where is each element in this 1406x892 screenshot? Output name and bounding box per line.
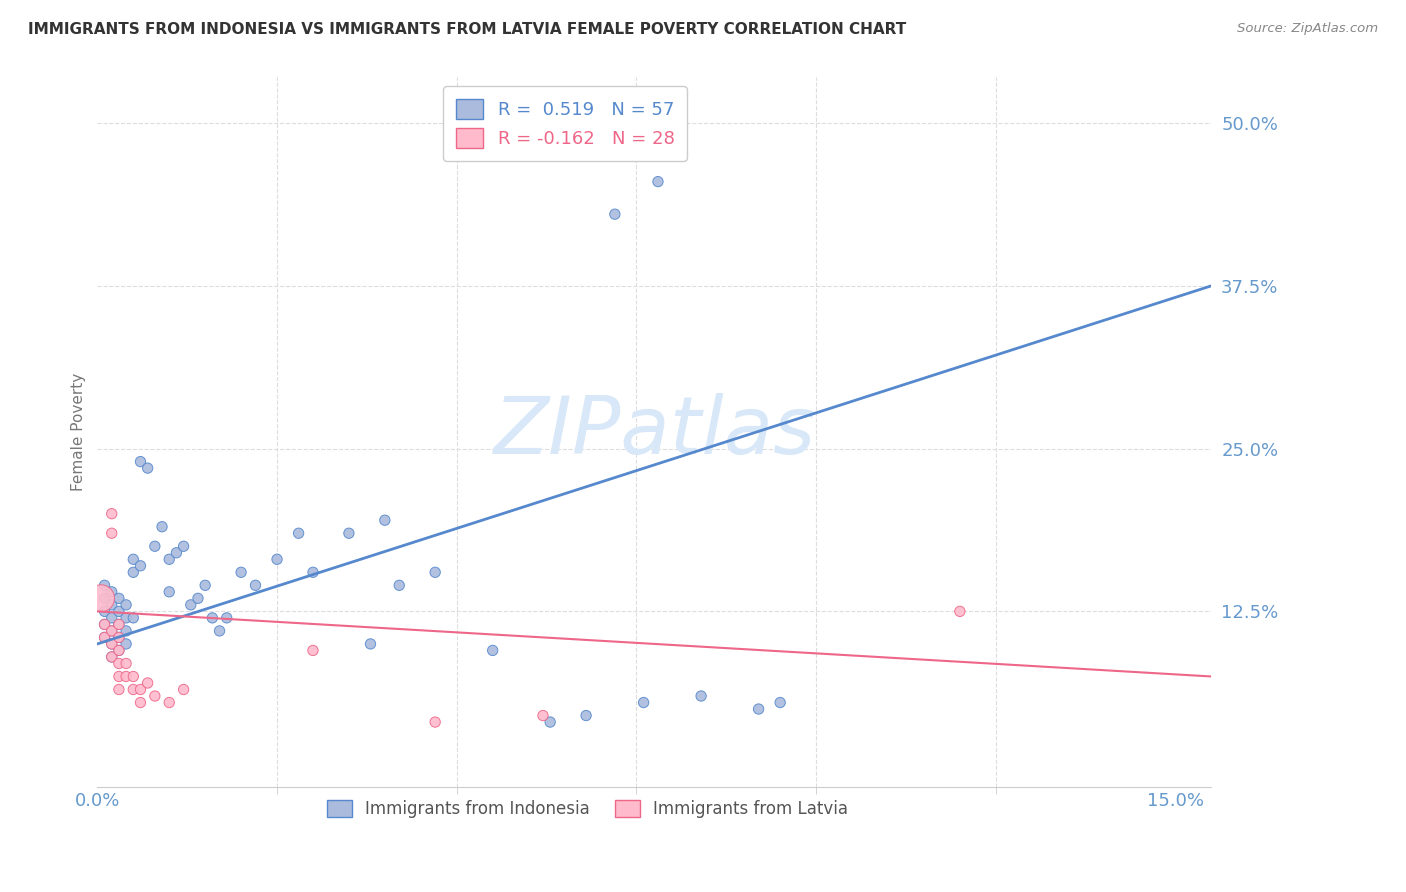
Point: [129, 454, 152, 468]
Point: [374, 513, 396, 527]
Point: [100, 526, 122, 541]
Point: [129, 696, 152, 710]
Point: [143, 689, 166, 703]
Point: [633, 696, 655, 710]
Point: [337, 526, 360, 541]
Point: [287, 526, 309, 541]
Point: [115, 611, 138, 625]
Point: [93, 591, 115, 606]
Point: [173, 682, 195, 697]
Point: [157, 696, 180, 710]
Point: [201, 611, 224, 625]
Point: [136, 676, 159, 690]
Text: ZIPatlas: ZIPatlas: [494, 393, 815, 471]
Point: [122, 669, 145, 683]
Point: [100, 611, 122, 625]
Point: [359, 637, 381, 651]
Text: Source: ZipAtlas.com: Source: ZipAtlas.com: [1237, 22, 1378, 36]
Point: [690, 689, 713, 703]
Point: [108, 643, 131, 657]
Point: [302, 566, 325, 580]
Point: [136, 461, 159, 475]
Point: [575, 708, 598, 723]
Point: [302, 643, 325, 657]
Point: [122, 682, 145, 697]
Point: [165, 546, 187, 560]
Point: [208, 624, 231, 638]
Point: [215, 611, 238, 625]
Point: [100, 584, 122, 599]
Point: [108, 617, 131, 632]
Point: [108, 657, 131, 671]
Point: [115, 637, 138, 651]
Point: [115, 624, 138, 638]
Point: [100, 649, 122, 664]
Point: [187, 591, 209, 606]
Point: [108, 643, 131, 657]
Point: [108, 682, 131, 697]
Point: [122, 566, 145, 580]
Point: [949, 604, 972, 618]
Point: [481, 643, 503, 657]
Point: [93, 604, 115, 618]
Point: [93, 578, 115, 592]
Point: [425, 566, 447, 580]
Point: [90, 591, 112, 606]
Point: [538, 714, 561, 729]
Point: [108, 604, 131, 618]
Point: [769, 696, 792, 710]
Point: [108, 631, 131, 645]
Point: [108, 617, 131, 632]
Point: [150, 519, 173, 533]
Point: [93, 617, 115, 632]
Point: [100, 598, 122, 612]
Point: [93, 631, 115, 645]
Point: [115, 669, 138, 683]
Point: [93, 631, 115, 645]
Point: [100, 624, 122, 638]
Point: [100, 507, 122, 521]
Point: [143, 539, 166, 553]
Point: [108, 591, 131, 606]
Point: [129, 558, 152, 573]
Point: [180, 598, 202, 612]
Point: [122, 611, 145, 625]
Point: [748, 702, 770, 716]
Point: [100, 649, 122, 664]
Point: [388, 578, 411, 592]
Point: [122, 552, 145, 566]
Point: [100, 637, 122, 651]
Point: [647, 175, 669, 189]
Point: [194, 578, 217, 592]
Point: [229, 566, 252, 580]
Point: [425, 714, 447, 729]
Point: [108, 669, 131, 683]
Point: [531, 708, 554, 723]
Point: [173, 539, 195, 553]
Point: [245, 578, 267, 592]
Point: [100, 624, 122, 638]
Y-axis label: Female Poverty: Female Poverty: [72, 373, 86, 491]
Point: [266, 552, 288, 566]
Point: [129, 682, 152, 697]
Point: [115, 657, 138, 671]
Point: [93, 617, 115, 632]
Point: [157, 552, 180, 566]
Point: [603, 207, 626, 221]
Point: [108, 631, 131, 645]
Legend: Immigrants from Indonesia, Immigrants from Latvia: Immigrants from Indonesia, Immigrants fr…: [321, 794, 855, 825]
Point: [100, 637, 122, 651]
Text: IMMIGRANTS FROM INDONESIA VS IMMIGRANTS FROM LATVIA FEMALE POVERTY CORRELATION C: IMMIGRANTS FROM INDONESIA VS IMMIGRANTS …: [28, 22, 907, 37]
Point: [157, 584, 180, 599]
Point: [115, 598, 138, 612]
